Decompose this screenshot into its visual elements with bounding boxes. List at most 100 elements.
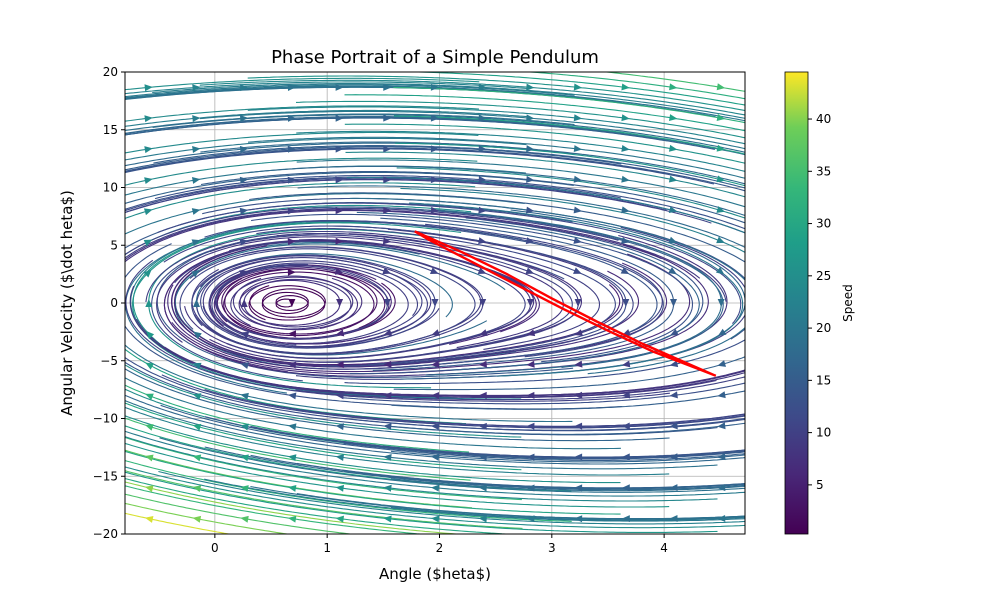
- streamline: [125, 436, 718, 502]
- stream-arrow: [191, 269, 200, 278]
- stream-arrow: [621, 175, 630, 183]
- stream-arrow: [239, 145, 249, 153]
- streamline: [400, 187, 745, 253]
- streamline: [390, 450, 745, 463]
- stream-arrow: [526, 391, 535, 399]
- streamline: [390, 422, 745, 435]
- stream-arrow: [383, 114, 392, 122]
- colorbar: [784, 71, 809, 535]
- stream-arrow: [335, 114, 344, 122]
- streamline: [125, 148, 715, 185]
- streamline: [125, 171, 574, 205]
- stream-arrow: [192, 84, 201, 92]
- stream-arrow: [192, 423, 202, 431]
- stream-arrow: [335, 361, 344, 369]
- streamline: [125, 477, 516, 534]
- stream-arrow: [526, 299, 534, 307]
- streamline: [343, 500, 745, 520]
- stream-arrow: [193, 331, 202, 339]
- stream-arrow: [574, 360, 583, 368]
- streamline: [524, 72, 745, 100]
- streamline: [153, 145, 745, 189]
- streamline: [343, 470, 745, 490]
- streamline: [393, 115, 745, 155]
- stream-arrow: [716, 144, 726, 152]
- stream-arrow: [287, 361, 297, 369]
- streamline: [125, 402, 522, 471]
- stream-arrow: [717, 514, 726, 522]
- stream-arrow: [335, 176, 344, 184]
- streamline: [125, 137, 527, 161]
- x-tick-label: 1: [323, 541, 331, 555]
- stream-arrow: [574, 484, 583, 492]
- stream-arrow: [191, 177, 201, 184]
- stream-arrow: [621, 391, 631, 399]
- streamline: [391, 390, 745, 410]
- stream-arrow: [192, 115, 201, 123]
- stream-arrow: [287, 330, 297, 338]
- stream-arrows: [143, 83, 727, 523]
- colorbar-tick-label: 20: [816, 321, 831, 335]
- stream-arrow: [431, 515, 440, 523]
- stream-arrow: [383, 145, 392, 153]
- streamline: [125, 193, 525, 235]
- stream-arrow: [335, 454, 345, 462]
- stream-arrow: [669, 484, 678, 492]
- stream-arrow: [287, 454, 297, 462]
- stream-arrow: [287, 484, 297, 492]
- stream-arrow: [669, 114, 678, 122]
- streamline: [159, 437, 745, 493]
- streamline: [125, 81, 528, 95]
- stream-arrow: [717, 453, 726, 461]
- streamline: [345, 151, 745, 198]
- stream-arrow: [716, 175, 726, 183]
- streamline: [248, 165, 745, 217]
- stream-arrow: [669, 83, 678, 91]
- stream-arrow: [621, 484, 630, 492]
- stream-arrow: [716, 114, 726, 121]
- stream-arrow: [383, 423, 392, 431]
- streamline: [125, 450, 621, 515]
- stream-arrow: [383, 484, 392, 492]
- streamline: [160, 404, 745, 461]
- streamline: [125, 485, 426, 534]
- stream-arrow: [670, 299, 677, 307]
- stream-arrow: [478, 391, 487, 399]
- streamline: [125, 377, 621, 450]
- streamline: [154, 174, 745, 230]
- streamline: [125, 493, 355, 534]
- stream-arrow: [383, 360, 392, 368]
- stream-arrow: [287, 84, 296, 92]
- stream-arrow: [478, 83, 487, 91]
- stream-arrow: [287, 145, 296, 153]
- stream-arrow: [620, 267, 630, 275]
- streamline: [125, 436, 522, 501]
- streamline: [125, 425, 572, 492]
- stream-arrow: [526, 329, 536, 337]
- stream-arrow: [717, 328, 727, 336]
- stream-arrow: [430, 176, 439, 184]
- stream-arrow: [335, 329, 345, 337]
- stream-arrow: [668, 144, 678, 152]
- stream-arrow: [239, 270, 248, 277]
- colorbar-tick-label: 15: [816, 373, 831, 387]
- x-tick-label: 3: [548, 541, 556, 555]
- stream-arrow: [240, 454, 249, 462]
- stream-arrow: [430, 206, 439, 214]
- stream-arrow: [573, 83, 583, 91]
- streamline: [204, 478, 745, 522]
- x-tick-label: 2: [436, 541, 444, 555]
- streamline: [295, 376, 745, 401]
- streamline: [204, 446, 745, 491]
- stream-arrow: [335, 423, 344, 431]
- stream-arrow: [669, 453, 678, 461]
- stream-arrow: [573, 114, 583, 122]
- stream-arrow: [383, 515, 392, 523]
- streamline: [601, 72, 745, 92]
- streamline: [248, 372, 745, 398]
- stream-arrow: [382, 237, 392, 245]
- streamline: [343, 382, 745, 405]
- colorbar-tick-label: 5: [816, 478, 824, 492]
- stream-arrow: [240, 84, 249, 92]
- stream-arrow: [621, 206, 630, 214]
